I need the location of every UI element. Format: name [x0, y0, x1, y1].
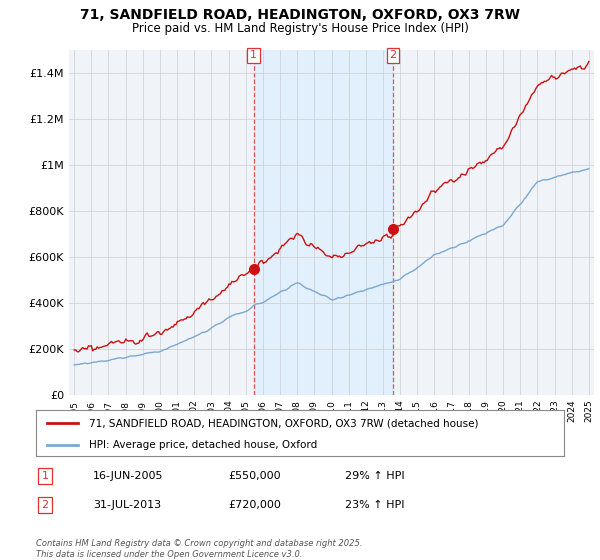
- Text: 1: 1: [41, 471, 49, 481]
- Text: 1: 1: [250, 50, 257, 60]
- Text: 71, SANDFIELD ROAD, HEADINGTON, OXFORD, OX3 7RW: 71, SANDFIELD ROAD, HEADINGTON, OXFORD, …: [80, 8, 520, 22]
- Text: HPI: Average price, detached house, Oxford: HPI: Average price, detached house, Oxfo…: [89, 440, 317, 450]
- Text: Price paid vs. HM Land Registry's House Price Index (HPI): Price paid vs. HM Land Registry's House …: [131, 22, 469, 35]
- Text: 29% ↑ HPI: 29% ↑ HPI: [345, 471, 404, 481]
- Text: 23% ↑ HPI: 23% ↑ HPI: [345, 500, 404, 510]
- Text: 2: 2: [41, 500, 49, 510]
- Text: 71, SANDFIELD ROAD, HEADINGTON, OXFORD, OX3 7RW (detached house): 71, SANDFIELD ROAD, HEADINGTON, OXFORD, …: [89, 418, 478, 428]
- Text: 31-JUL-2013: 31-JUL-2013: [93, 500, 161, 510]
- Text: 2: 2: [389, 50, 397, 60]
- Bar: [254, 50, 393, 395]
- Text: Contains HM Land Registry data © Crown copyright and database right 2025.
This d: Contains HM Land Registry data © Crown c…: [36, 539, 362, 559]
- Text: £550,000: £550,000: [228, 471, 281, 481]
- Text: £720,000: £720,000: [228, 500, 281, 510]
- Text: 16-JUN-2005: 16-JUN-2005: [93, 471, 163, 481]
